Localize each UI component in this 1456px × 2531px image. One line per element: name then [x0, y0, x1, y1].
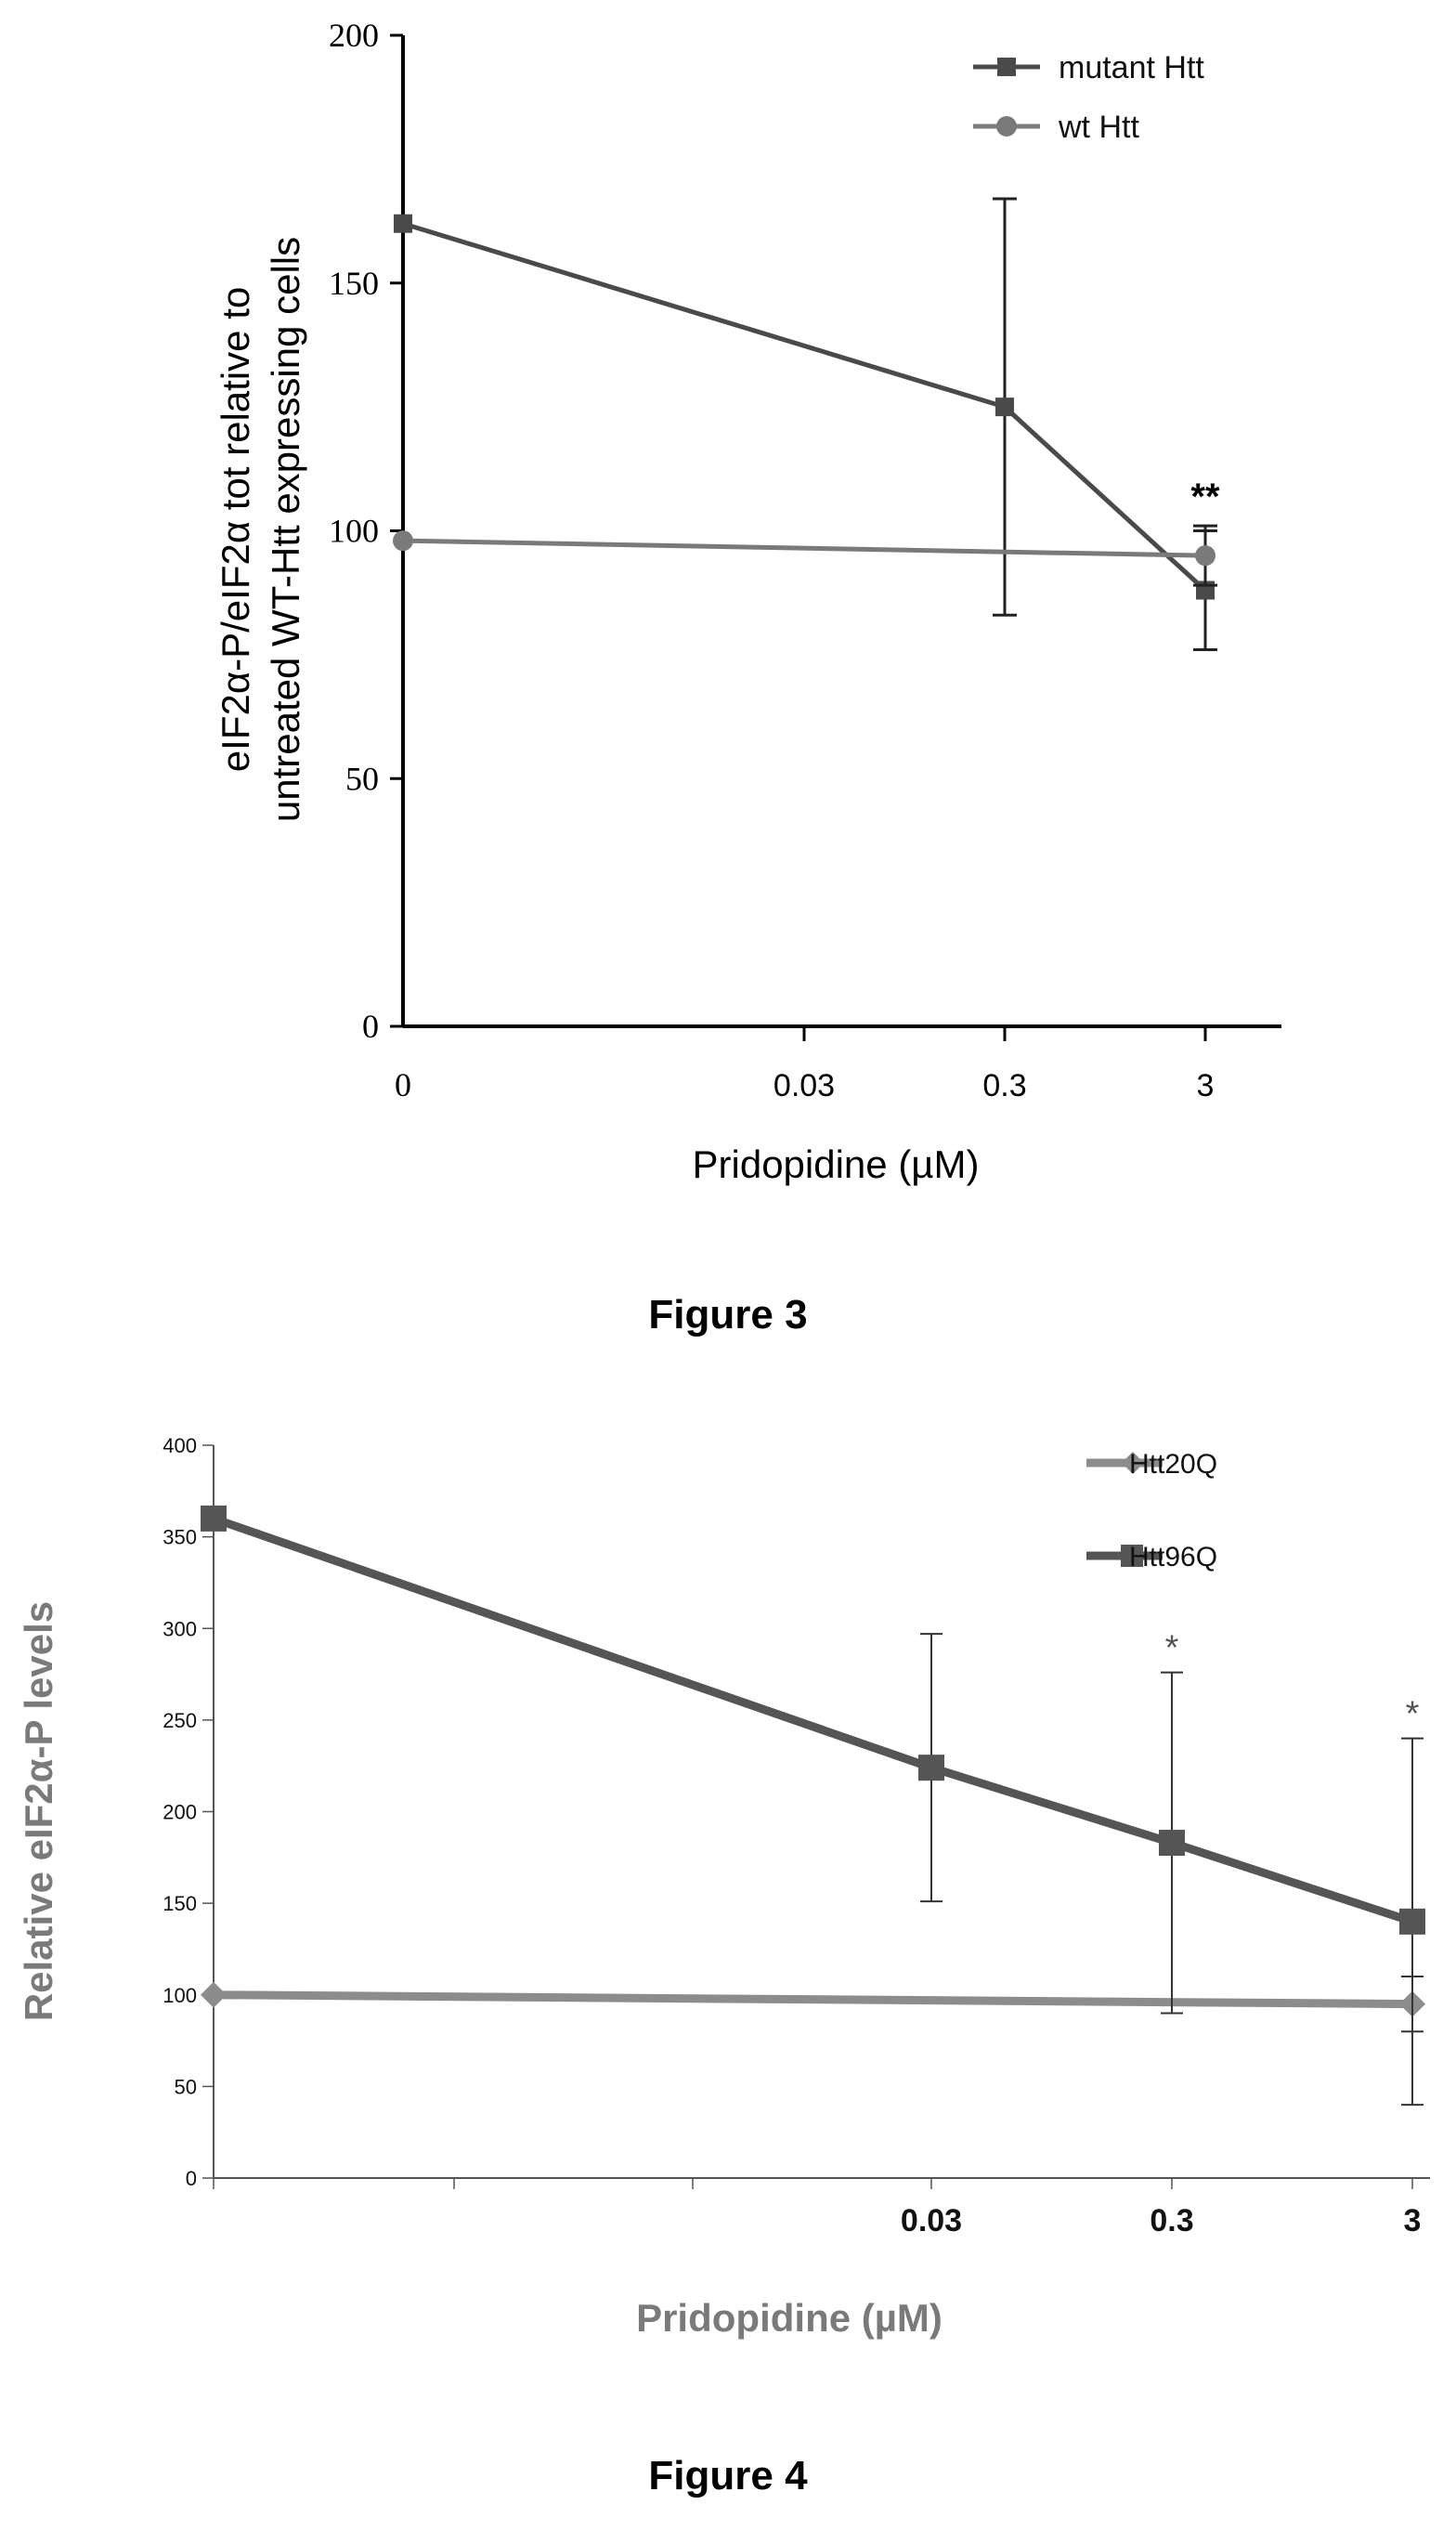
y-tick-label: 50 — [175, 2075, 197, 2098]
x-tick-label: 3 — [1197, 1068, 1215, 1103]
y-tick-label: 150 — [162, 1892, 197, 1915]
x-tick-label: 0.03 — [774, 1068, 835, 1103]
data-point — [918, 1755, 944, 1781]
significance-marker: ** — [1190, 476, 1220, 517]
figure-4-caption: Figure 4 — [648, 2453, 808, 2498]
f4-legend: Htt20Q Htt96Q — [1086, 1449, 1217, 1572]
y-tick-label: 100 — [162, 1984, 197, 2007]
figure-3-chart: 0 50 100 150 200 0 0.03 0.3 3 ** eIF2α-P/eIF2α … — [214, 17, 1281, 1337]
y-tick-label: 100 — [329, 513, 379, 550]
f4-y-ticks: 0 50 100 150 200 250 300 350 400 — [162, 1434, 214, 2190]
data-point — [394, 214, 412, 233]
data-point — [201, 1505, 227, 1532]
data-point — [1399, 1908, 1425, 1935]
series-line — [402, 538, 1206, 558]
series-line — [402, 221, 1207, 593]
y-tick-label: 200 — [162, 1801, 197, 1824]
f3-x-label: Pridopidine (µM) — [693, 1142, 980, 1186]
f3-legend: mutant Htt wt Htt — [973, 50, 1204, 145]
f4-legend-marker-96q — [1121, 1545, 1143, 1567]
series-line — [212, 1514, 1414, 1926]
data-point — [393, 530, 413, 552]
figure-3-caption: Figure 3 — [648, 1292, 807, 1337]
f4-legend-label-96q: Htt96Q — [1129, 1542, 1217, 1572]
f3-y-label-line1: eIF2α-P/eIF2α tot relative to — [214, 287, 257, 772]
f4-x-ticks: 0.03 0.3 3 — [213, 2178, 1422, 2238]
f4-legend-marker-20q — [1122, 1452, 1144, 1474]
y-tick-label: 400 — [162, 1434, 197, 1457]
f4-legend-label-20q: Htt20Q — [1129, 1449, 1217, 1480]
data-point — [201, 1981, 227, 2008]
y-tick-label: 50 — [345, 760, 379, 797]
y-tick-label: 0 — [186, 2167, 197, 2190]
significance-marker: * — [1165, 1629, 1179, 1668]
f3-legend-marker-wt — [996, 116, 1017, 137]
f3-legend-label-wt: wt Htt — [1058, 110, 1139, 145]
f3-legend-marker-mutant — [997, 58, 1016, 76]
f3-x-ticks: 0 0.03 0.3 3 — [395, 1026, 1214, 1103]
series-line — [213, 1990, 1413, 2009]
x-tick-label: 0.3 — [982, 1068, 1026, 1103]
data-point — [1159, 1830, 1185, 1857]
f4-x-label: Pridopidine (µM) — [636, 2296, 942, 2340]
f4-plot-area: ** — [201, 1505, 1425, 2107]
y-tick-label: 250 — [162, 1709, 197, 1732]
f3-y-ticks: 0 50 100 150 200 — [329, 17, 403, 1045]
y-tick-label: 350 — [162, 1526, 197, 1549]
data-point — [995, 398, 1014, 417]
significance-marker: * — [1406, 1695, 1420, 1734]
x-tick-label: 3 — [1404, 2203, 1422, 2238]
x-tick-label: 0.3 — [1150, 2203, 1193, 2238]
f3-y-label-line2: untreated WT-Htt expressing cells — [264, 237, 307, 822]
y-tick-label: 150 — [329, 265, 379, 302]
f3-plot-area: ** — [393, 197, 1220, 652]
y-tick-label: 300 — [162, 1617, 197, 1640]
x-tick-label: 0.03 — [901, 2203, 962, 2238]
y-tick-label: 0 — [362, 1008, 379, 1045]
f4-y-label: Relative eIF2α-P levels — [17, 1601, 60, 2021]
x-tick-label: 0 — [395, 1066, 411, 1103]
f3-legend-label-mutant: mutant Htt — [1059, 50, 1204, 85]
y-tick-label: 200 — [329, 17, 379, 54]
data-point — [1195, 545, 1216, 567]
